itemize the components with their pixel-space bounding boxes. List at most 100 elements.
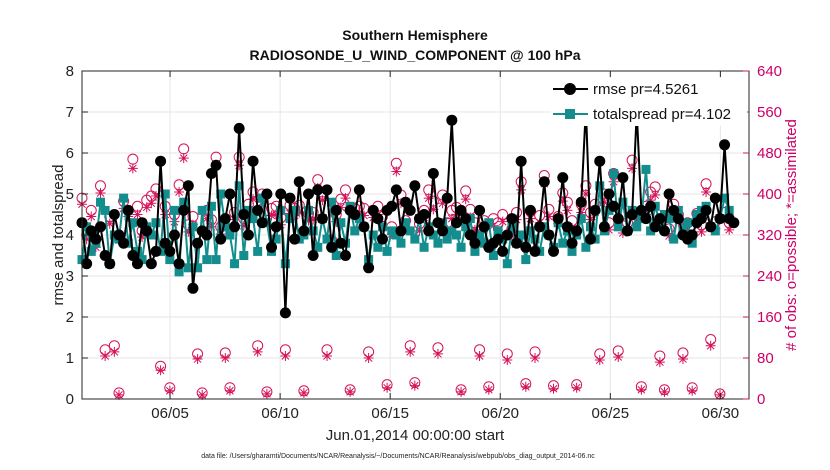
- totalspread-point: [451, 230, 461, 240]
- totalspread-point: [327, 197, 337, 207]
- totalspread-point: [387, 226, 397, 236]
- rmse-point: [506, 213, 518, 225]
- obs-assimilated-point: [682, 224, 693, 235]
- rmse-point: [182, 180, 194, 192]
- totalspread-point: [290, 205, 300, 215]
- x-tick-label-0: 06/05: [151, 405, 189, 422]
- totalspread-point: [183, 263, 193, 273]
- chart-subtitle: RADIOSONDE_U_WIND_COMPONENT @ 100 hPa: [249, 47, 580, 63]
- obs-assimilated-point: [645, 195, 656, 206]
- rmse-point: [497, 245, 509, 257]
- rmse-point: [270, 221, 282, 233]
- obs-assimilated-point: [155, 365, 166, 376]
- y-right-tick-label-6: 480: [757, 145, 782, 162]
- obs-assimilated-point: [178, 153, 189, 164]
- y-right-tick-label-7: 560: [757, 104, 782, 121]
- rmse-point: [219, 213, 231, 225]
- totalspread-point: [507, 222, 517, 232]
- rmse-point: [113, 229, 125, 241]
- totalspread-point: [160, 189, 170, 199]
- totalspread-point: [373, 242, 383, 252]
- rmse-point: [307, 250, 319, 261]
- obs-assimilated-point: [183, 226, 194, 237]
- totalspread-point: [428, 230, 438, 240]
- x-tick-label-5: 06/30: [702, 405, 740, 422]
- rmse-point: [127, 250, 139, 261]
- x-tick-label-4: 06/25: [592, 405, 630, 422]
- rmse-point: [728, 217, 740, 229]
- rmse-point: [238, 209, 250, 220]
- obs-assimilated-point: [280, 350, 291, 361]
- rmse-point: [608, 200, 620, 212]
- rmse-point: [178, 204, 190, 216]
- rmse-point: [233, 122, 245, 134]
- rmse-point: [589, 204, 601, 216]
- obs-assimilated-point: [146, 198, 157, 209]
- obs-assimilated-point: [571, 382, 582, 393]
- rmse-point: [474, 204, 486, 216]
- totalspread-point: [456, 242, 466, 252]
- rmse-point: [312, 184, 324, 196]
- obs-assimilated-point: [469, 224, 480, 235]
- totalspread-point: [151, 218, 161, 228]
- rmse-point: [654, 213, 666, 225]
- obs-assimilated-point: [548, 383, 559, 394]
- totalspread-point: [683, 218, 693, 228]
- rmse-point: [668, 204, 680, 216]
- rmse-point: [709, 192, 721, 204]
- obs-assimilated-point: [456, 386, 467, 397]
- rmse-point: [316, 213, 328, 225]
- rmse-point: [150, 245, 162, 257]
- totalspread-point: [433, 238, 443, 248]
- obs-assimilated-point: [696, 226, 707, 237]
- rmse-point: [293, 176, 305, 188]
- totalspread-point: [211, 255, 221, 265]
- rmse-point: [621, 225, 633, 237]
- obs-assimilated-point: [627, 163, 638, 174]
- rmse-point: [339, 250, 351, 261]
- rmse-point: [617, 172, 629, 184]
- rmse-point: [349, 209, 361, 220]
- totalspread-point: [234, 181, 244, 191]
- y-tick-label-1: 1: [66, 350, 74, 367]
- rmse-point: [635, 204, 647, 216]
- rmse-point: [460, 213, 472, 225]
- obs-assimilated-point: [113, 389, 124, 400]
- rmse-point: [118, 237, 130, 249]
- rmse-point: [469, 237, 481, 249]
- obs-assimilated-point: [405, 346, 416, 357]
- y-tick-label-8: 8: [66, 63, 74, 80]
- rmse-point: [640, 213, 652, 225]
- obs-assimilated-point: [192, 354, 203, 365]
- totalspread-point: [692, 210, 702, 219]
- rmse-point: [81, 258, 93, 270]
- legend-rmse-label: rmse pr=4.5261: [593, 81, 698, 98]
- totalspread-point: [401, 218, 411, 228]
- rmse-point: [164, 245, 176, 257]
- obs-assimilated-point: [303, 215, 314, 226]
- totalspread-point: [100, 205, 110, 215]
- rmse-point: [598, 221, 610, 233]
- totalspread-point: [391, 230, 401, 240]
- obs-assimilated-point: [650, 190, 661, 201]
- rmse-point: [441, 192, 453, 204]
- y-tick-label-4: 4: [66, 227, 74, 244]
- y-right-tick-label-2: 160: [757, 309, 782, 326]
- obs-assimilated-point: [382, 382, 393, 393]
- obs-assimilated-point: [363, 353, 374, 363]
- legend-box: [551, 78, 747, 126]
- obs-assimilated-point: [298, 387, 309, 398]
- rmse-point: [252, 204, 264, 216]
- x-tick-label-2: 06/15: [371, 405, 409, 422]
- totalspread-point: [613, 222, 623, 232]
- y-tick-label-2: 2: [66, 309, 74, 326]
- totalspread-point: [95, 197, 105, 207]
- obs-assimilated-point: [86, 211, 97, 222]
- obs-assimilated-point: [81, 234, 92, 245]
- y-right-tick-label-0: 0: [757, 391, 765, 408]
- obs-assimilated-point: [95, 187, 106, 198]
- rmse-point: [215, 233, 227, 245]
- totalspread-point: [595, 181, 605, 191]
- obs-assimilated-point: [594, 355, 605, 366]
- obs-assimilated-point: [358, 210, 369, 221]
